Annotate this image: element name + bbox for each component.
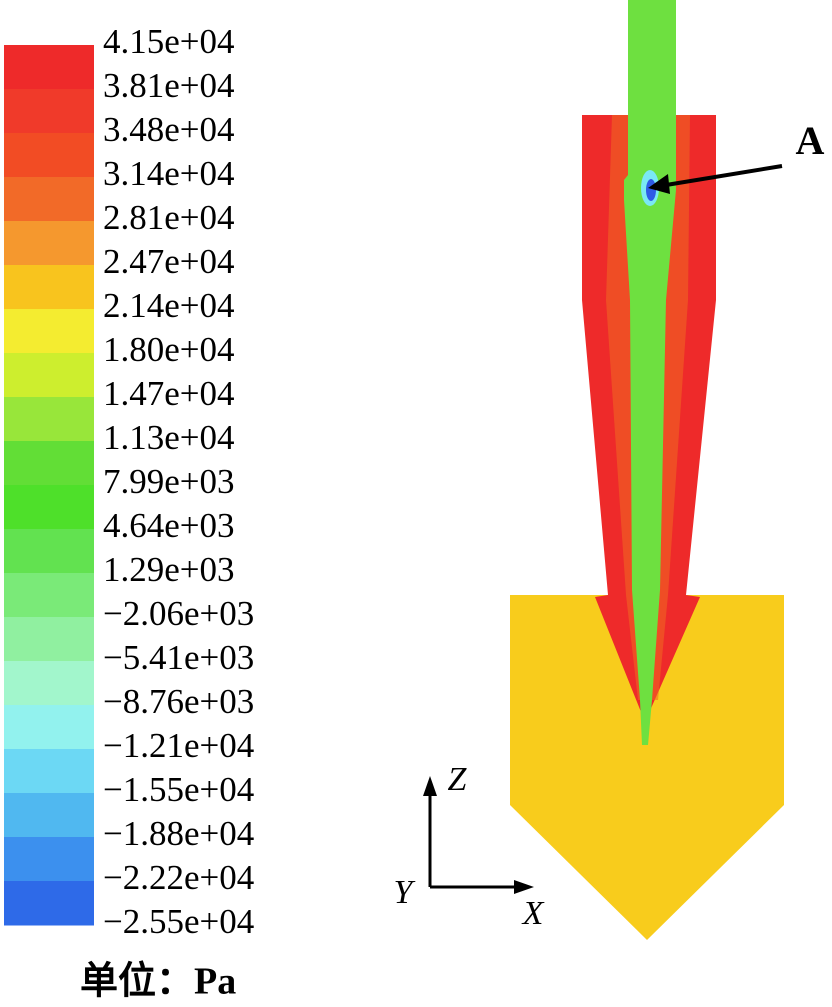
colorbar-band [4, 309, 94, 354]
colorbar-band [4, 837, 94, 882]
colorbar-label: −1.55e+04 [103, 770, 254, 809]
colorbar-band [4, 221, 94, 266]
colorbar-labels: 4.15e+04 3.81e+04 3.48e+04 3.14e+04 2.81e+04… [103, 22, 254, 941]
colorbar-label: 2.47e+04 [103, 242, 235, 281]
low-pressure-core [646, 179, 656, 201]
colorbar-label: 3.81e+04 [103, 66, 235, 105]
colorbar-band [4, 705, 94, 750]
colorbar-label: 1.47e+04 [103, 374, 235, 413]
colorbar-band [4, 881, 94, 926]
colorbar-band [4, 485, 94, 530]
colorbar-band [4, 397, 94, 442]
colorbar-label: 2.14e+04 [103, 286, 235, 325]
colorbar-label: −2.55e+04 [103, 902, 254, 941]
colorbar-label: 7.99e+03 [103, 462, 235, 501]
x-label: X [521, 895, 545, 932]
colorbar-band [4, 529, 94, 574]
axis-triad: Z Y X [394, 761, 545, 932]
colorbar-label: 4.64e+03 [103, 506, 235, 545]
colorbar-band [4, 441, 94, 486]
colorbar-label: 4.15e+04 [103, 22, 235, 61]
nozzle-contour [510, 0, 784, 940]
colorbar-band [4, 133, 94, 178]
colorbar-band [4, 793, 94, 838]
colorbar-label: 3.14e+04 [103, 154, 235, 193]
colorbar-label: −2.06e+03 [103, 594, 254, 633]
colorbar-label: −2.22e+04 [103, 858, 254, 897]
colorbar [4, 45, 94, 926]
colorbar-label: −8.76e+03 [103, 682, 254, 721]
colorbar-band [4, 661, 94, 706]
x-arrow [514, 880, 534, 894]
colorbar-label: 1.80e+04 [103, 330, 235, 369]
colorbar-band [4, 573, 94, 618]
colorbar-label: 1.29e+03 [103, 550, 235, 589]
y-label: Y [394, 874, 416, 911]
colorbar-label: 1.13e+04 [103, 418, 235, 457]
colorbar-label: −1.88e+04 [103, 814, 254, 853]
annotation-arrow [659, 164, 783, 188]
chamber [510, 595, 784, 940]
colorbar-band [4, 749, 94, 794]
arrow-head [648, 174, 670, 194]
colorbar-label: −1.21e+04 [103, 726, 254, 765]
colorbar-band [4, 265, 94, 310]
colorbar-band [4, 89, 94, 134]
colorbar-band [4, 45, 94, 90]
colorbar-band [4, 353, 94, 398]
unit-label: 单位：Pa [80, 961, 236, 1003]
annotation-label: A [796, 118, 825, 163]
colorbar-label: 2.81e+04 [103, 198, 235, 237]
colorbar-label: −5.41e+03 [103, 638, 254, 677]
colorbar-label: 3.48e+04 [103, 110, 235, 149]
colorbar-band [4, 617, 94, 662]
colorbar-band [4, 177, 94, 222]
z-label: Z [448, 761, 468, 798]
z-arrow [423, 776, 437, 796]
